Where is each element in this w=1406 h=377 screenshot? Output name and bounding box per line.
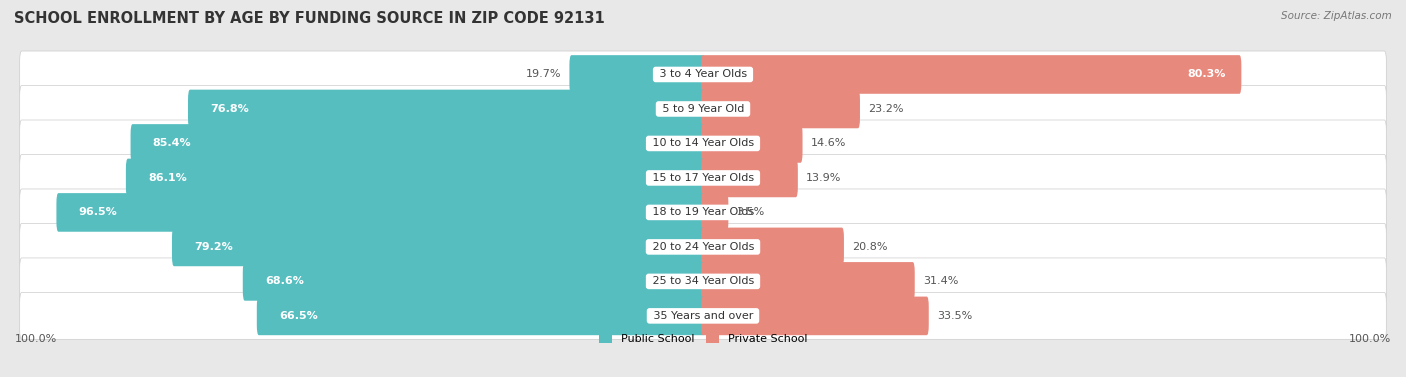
- Text: 100.0%: 100.0%: [15, 334, 58, 344]
- FancyBboxPatch shape: [56, 193, 704, 232]
- FancyBboxPatch shape: [569, 55, 704, 94]
- Text: 3.5%: 3.5%: [737, 207, 765, 218]
- FancyBboxPatch shape: [20, 120, 1386, 167]
- FancyBboxPatch shape: [20, 86, 1386, 132]
- FancyBboxPatch shape: [702, 55, 1241, 94]
- Text: 35 Years and over: 35 Years and over: [650, 311, 756, 321]
- FancyBboxPatch shape: [702, 193, 728, 232]
- Text: 10 to 14 Year Olds: 10 to 14 Year Olds: [648, 138, 758, 149]
- FancyBboxPatch shape: [188, 90, 704, 128]
- Text: 68.6%: 68.6%: [264, 276, 304, 287]
- FancyBboxPatch shape: [702, 297, 929, 335]
- Text: Source: ZipAtlas.com: Source: ZipAtlas.com: [1281, 11, 1392, 21]
- Text: 15 to 17 Year Olds: 15 to 17 Year Olds: [648, 173, 758, 183]
- FancyBboxPatch shape: [131, 124, 704, 163]
- Text: 66.5%: 66.5%: [278, 311, 318, 321]
- Text: 20.8%: 20.8%: [852, 242, 887, 252]
- Text: 18 to 19 Year Olds: 18 to 19 Year Olds: [648, 207, 758, 218]
- Text: 5 to 9 Year Old: 5 to 9 Year Old: [658, 104, 748, 114]
- Text: 33.5%: 33.5%: [936, 311, 972, 321]
- Text: 13.9%: 13.9%: [806, 173, 841, 183]
- FancyBboxPatch shape: [172, 228, 704, 266]
- Text: 79.2%: 79.2%: [194, 242, 233, 252]
- Legend: Public School, Private School: Public School, Private School: [599, 334, 807, 344]
- FancyBboxPatch shape: [243, 262, 704, 301]
- FancyBboxPatch shape: [702, 90, 860, 128]
- Text: 85.4%: 85.4%: [153, 138, 191, 149]
- FancyBboxPatch shape: [702, 159, 797, 197]
- FancyBboxPatch shape: [20, 51, 1386, 98]
- Text: 19.7%: 19.7%: [526, 69, 561, 80]
- Text: SCHOOL ENROLLMENT BY AGE BY FUNDING SOURCE IN ZIP CODE 92131: SCHOOL ENROLLMENT BY AGE BY FUNDING SOUR…: [14, 11, 605, 26]
- Text: 100.0%: 100.0%: [1348, 334, 1391, 344]
- Text: 31.4%: 31.4%: [922, 276, 957, 287]
- Text: 80.3%: 80.3%: [1188, 69, 1226, 80]
- FancyBboxPatch shape: [20, 258, 1386, 305]
- FancyBboxPatch shape: [20, 224, 1386, 270]
- FancyBboxPatch shape: [702, 228, 844, 266]
- FancyBboxPatch shape: [702, 262, 915, 301]
- FancyBboxPatch shape: [20, 293, 1386, 339]
- Text: 3 to 4 Year Olds: 3 to 4 Year Olds: [655, 69, 751, 80]
- Text: 25 to 34 Year Olds: 25 to 34 Year Olds: [648, 276, 758, 287]
- FancyBboxPatch shape: [20, 189, 1386, 236]
- Text: 76.8%: 76.8%: [209, 104, 249, 114]
- FancyBboxPatch shape: [257, 297, 704, 335]
- Text: 23.2%: 23.2%: [868, 104, 904, 114]
- FancyBboxPatch shape: [127, 159, 704, 197]
- Text: 96.5%: 96.5%: [79, 207, 117, 218]
- Text: 86.1%: 86.1%: [148, 173, 187, 183]
- FancyBboxPatch shape: [20, 155, 1386, 201]
- Text: 20 to 24 Year Olds: 20 to 24 Year Olds: [648, 242, 758, 252]
- FancyBboxPatch shape: [702, 124, 803, 163]
- Text: 14.6%: 14.6%: [810, 138, 846, 149]
